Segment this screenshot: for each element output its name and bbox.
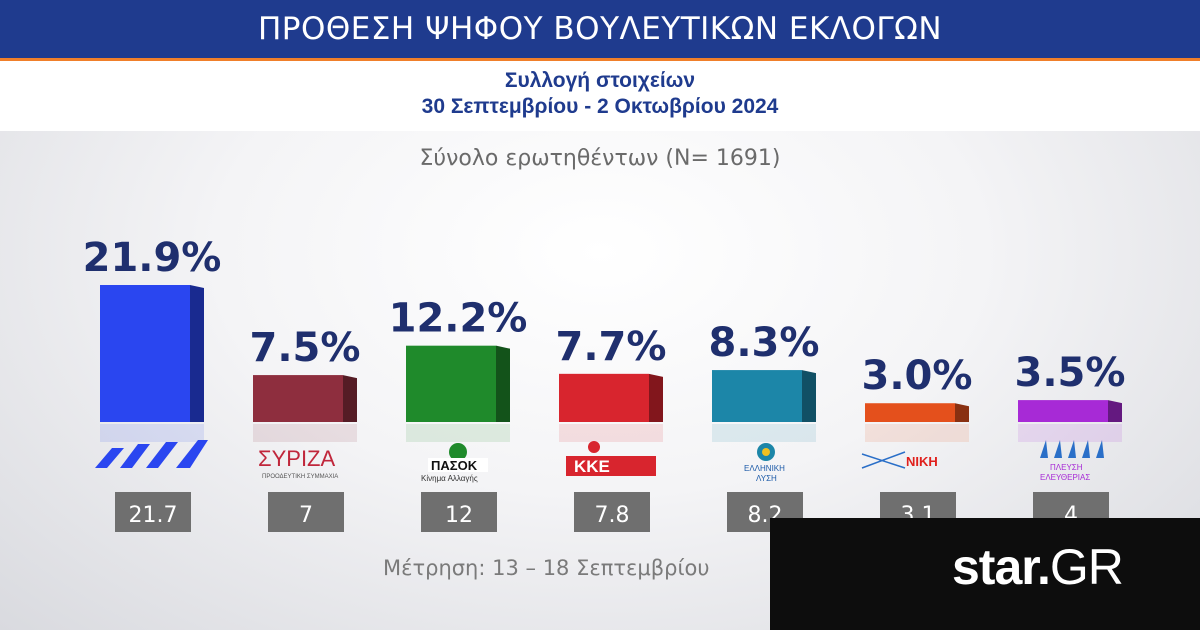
logo-suffix: GR [1049, 539, 1124, 595]
previous-value-label-3: 12 [445, 503, 473, 528]
bar-side-2 [343, 375, 357, 422]
kke-logo: ΚΚΕ [566, 441, 656, 476]
bar-1 [100, 285, 190, 422]
bar-3 [406, 345, 496, 422]
bar-4 [559, 373, 649, 422]
niki-logo: ΝΙΚΗ [861, 451, 938, 469]
bar-2 [253, 375, 343, 422]
elliniki-lysi-logo-text-2: ΛΥΣΗ [756, 474, 777, 483]
nd-logo [95, 440, 208, 468]
bar-side-3 [496, 345, 510, 422]
pasok-logo-text: ΠΑΣΟΚ [431, 458, 478, 473]
star-gr-logo: star.GR [952, 538, 1124, 596]
subtitle-panel: Συλλογή στοιχείων 30 Σεπτεμβρίου - 2 Οκτ… [0, 61, 1200, 131]
subtitle-line-1: Συλλογή στοιχείων [504, 69, 696, 92]
value-label-5: 8.3% [709, 320, 820, 366]
previous-value-label-2: 7 [299, 503, 313, 528]
previous-value-box-1 [115, 492, 191, 532]
niki-logo-text: ΝΙΚΗ [906, 454, 938, 469]
bar-side-5 [802, 370, 816, 422]
bar-reflection-3 [406, 424, 510, 442]
value-label-7: 3.5% [1015, 350, 1126, 396]
page-title: ΠΡΟΘΕΣΗ ΨΗΦΟΥ ΒΟΥΛΕΥΤΙΚΩΝ ΕΚΛΟΓΩΝ [257, 11, 943, 47]
bar-side-6 [955, 403, 969, 422]
previous-value-box-4 [574, 492, 650, 532]
previous-value-label-4: 7.8 [595, 503, 630, 528]
value-label-6: 3.0% [862, 353, 973, 399]
plefsi-logo: ΠΛΕΥΣΗ ΕΛΕΥΘΕΡΙΑΣ [1040, 440, 1104, 482]
value-label-2: 7.5% [250, 325, 361, 371]
bar-reflection-7 [1018, 424, 1122, 442]
kke-logo-text: ΚΚΕ [574, 457, 610, 476]
title-bar: ΠΡΟΘΕΣΗ ΨΗΦΟΥ ΒΟΥΛΕΥΤΙΚΩΝ ΕΚΛΟΓΩΝ [0, 0, 1200, 61]
syriza-logo-subtext: ΠΡΟΟΔΕΥΤΙΚΗ ΣΥΜΜΑΧΙΑ [262, 474, 338, 480]
value-label-3: 12.2% [389, 296, 528, 342]
bar-reflection-5 [712, 424, 816, 442]
value-label-4: 7.7% [556, 324, 667, 370]
syriza-logo: ΣΥΡΙΖΑ ΠΡΟΟΔΕΥΤΙΚΗ ΣΥΜΜΑΧΙΑ [258, 446, 338, 480]
previous-value-box-2 [268, 492, 344, 532]
measurement-note: Μέτρηση: 13 – 18 Σεπτεμβρίου [383, 556, 710, 580]
previous-value-box-3 [421, 492, 497, 532]
bar-reflection-6 [865, 424, 969, 442]
bar-reflection-1 [100, 424, 204, 442]
bar-reflection-2 [253, 424, 357, 442]
party-logos: ΣΥΡΙΖΑ ΠΡΟΟΔΕΥΤΙΚΗ ΣΥΜΜΑΧΙΑ ΠΑΣΟΚ Κίνημα… [95, 440, 1104, 483]
bar-side-7 [1108, 400, 1122, 422]
elliniki-lysi-logo-text-1: ΕΛΛΗΝΙΚΗ [744, 464, 785, 473]
pasok-logo: ΠΑΣΟΚ Κίνημα Αλλαγής [421, 443, 488, 483]
plefsi-logo-text-2: ΕΛΕΥΘΕΡΙΑΣ [1040, 473, 1090, 482]
previous-value-label-1: 21.7 [129, 503, 178, 528]
bar-side-1 [190, 285, 204, 422]
elliniki-lysi-logo: ΕΛΛΗΝΙΚΗ ΛΥΣΗ [744, 443, 785, 483]
bar-7 [1018, 400, 1108, 422]
logo-dot: . [1036, 539, 1051, 595]
bar-5 [712, 370, 802, 422]
bar-reflection-4 [559, 424, 663, 442]
sample-size-label: Σύνολο ερωτηθέντων (Ν= 1691) [419, 146, 781, 171]
brand-bar [770, 518, 1200, 630]
bar-6 [865, 403, 955, 422]
plefsi-logo-text-1: ΠΛΕΥΣΗ [1050, 463, 1083, 472]
bar-side-4 [649, 373, 663, 422]
pasok-logo-subtext: Κίνημα Αλλαγής [421, 474, 478, 483]
subtitle-line-2: 30 Σεπτεμβρίου - 2 Οκτωβρίου 2024 [421, 95, 779, 118]
syriza-logo-text: ΣΥΡΙΖΑ [258, 446, 335, 471]
value-label-1: 21.9% [83, 235, 222, 281]
logo-main: star [952, 539, 1038, 595]
